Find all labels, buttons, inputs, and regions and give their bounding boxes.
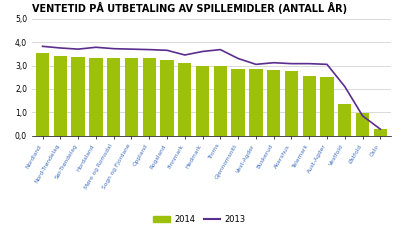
Bar [54,56,67,136]
Bar [178,63,192,136]
Bar [71,57,85,136]
Bar [160,60,174,136]
Bar [302,76,316,136]
Bar [320,77,334,136]
Bar [356,113,369,136]
Bar [107,58,120,136]
Bar [231,69,245,136]
Bar [89,58,103,136]
Bar [285,71,298,136]
Bar [214,66,227,136]
Bar [142,58,156,136]
Bar [374,129,387,136]
Bar [196,66,209,136]
Bar [249,69,263,136]
Bar [338,104,352,136]
Bar [36,53,49,136]
Text: VENTETID PÅ UTBETALING AV SPILLEMIDLER (ANTALL ÅR): VENTETID PÅ UTBETALING AV SPILLEMIDLER (… [32,2,347,14]
Legend: 2014, 2013: 2014, 2013 [150,212,249,227]
Bar [125,58,138,136]
Bar [267,70,280,136]
